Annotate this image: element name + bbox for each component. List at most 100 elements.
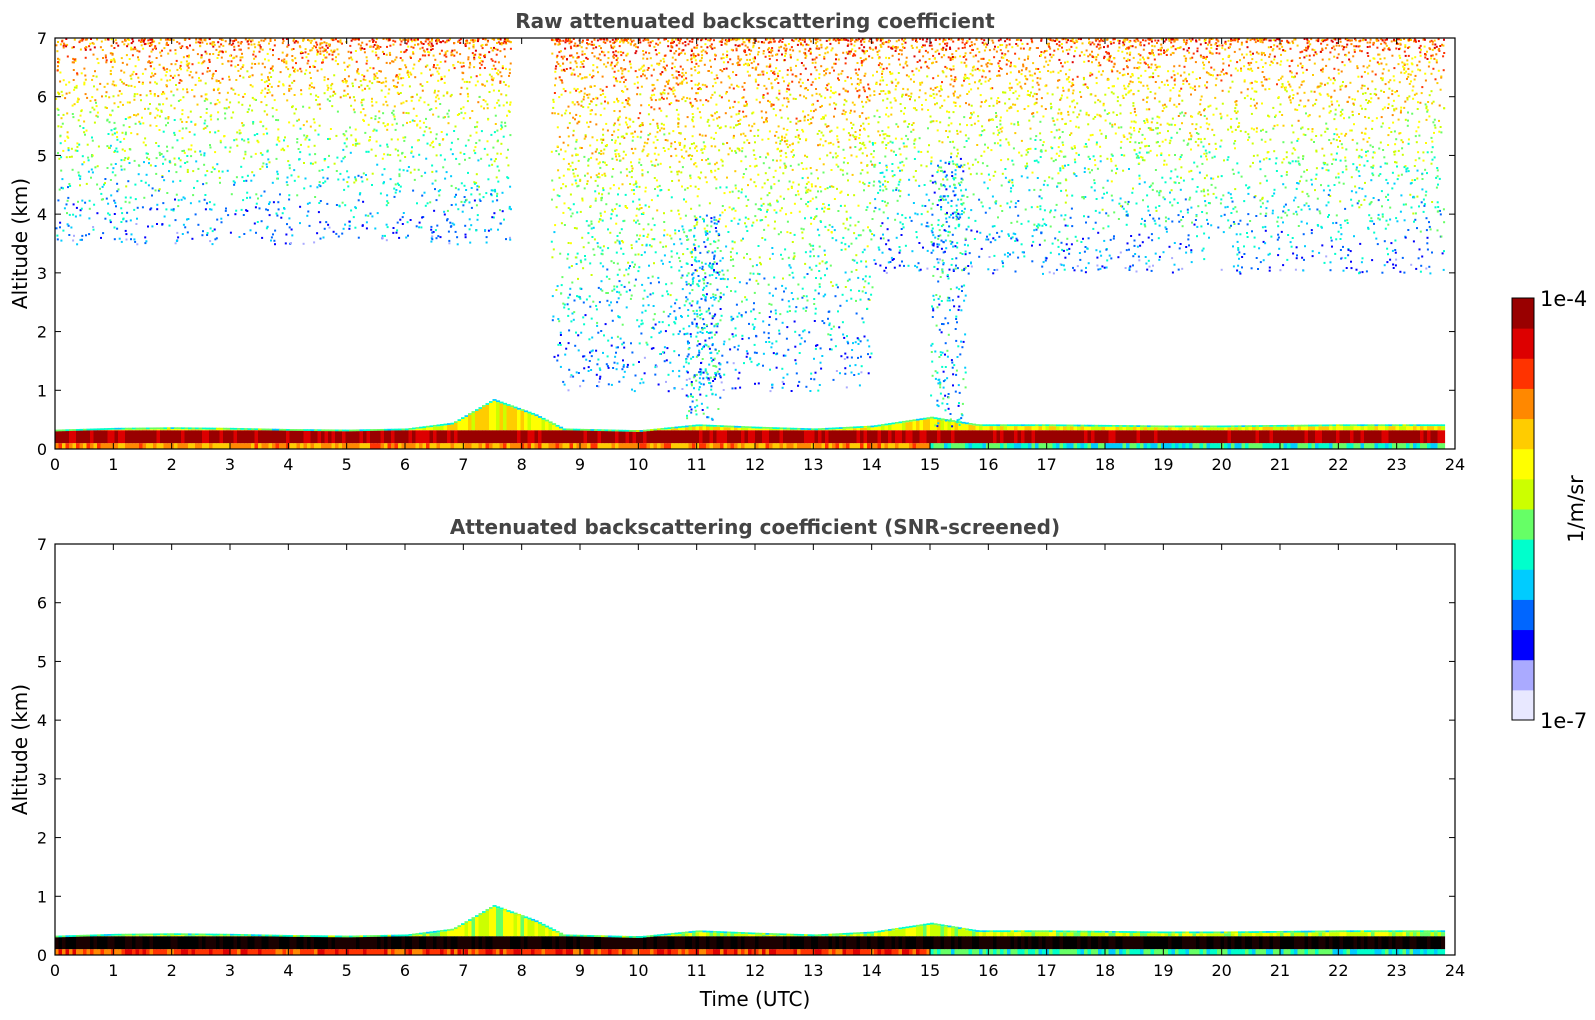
signal-pixel [645,244,648,247]
signal-pixel [815,196,818,199]
signal-pixel [580,46,583,49]
boundary-layer-cell [492,430,497,444]
boundary-layer-cell [902,422,907,431]
boundary-layer-cell [1035,426,1040,431]
boundary-layer-cell [730,430,735,444]
boundary-layer-cell [902,420,907,423]
signal-pixel [486,80,489,83]
boundary-layer-cell [1038,426,1043,431]
signal-pixel [475,131,478,134]
signal-pixel [772,159,775,162]
signal-pixel [313,38,316,41]
boundary-layer-cell [184,430,189,444]
signal-pixel [76,149,79,152]
signal-pixel [728,206,731,209]
boundary-layer-cell [1045,424,1050,427]
boundary-layer-cell [548,421,553,424]
signal-pixel [130,42,133,45]
signal-pixel [64,139,67,142]
boundary-layer-cell [422,430,427,444]
signal-pixel [239,74,242,77]
signal-pixel [814,185,817,188]
signal-pixel [620,54,623,57]
boundary-layer-cell [681,443,686,449]
signal-pixel [443,213,446,216]
signal-pixel [650,347,653,350]
signal-pixel [96,111,99,114]
signal-pixel [456,243,459,246]
signal-pixel [224,209,227,212]
boundary-layer-cell [629,430,634,444]
signal-pixel [789,266,792,269]
boundary-layer-cell [191,443,196,449]
signal-pixel [866,50,868,52]
signal-pixel [244,150,247,153]
boundary-layer-cell [1140,430,1145,444]
signal-pixel [210,208,213,211]
boundary-layer-cell [107,443,112,449]
signal-pixel [203,198,206,201]
signal-pixel [447,115,450,118]
signal-pixel [647,153,650,156]
boundary-layer-cell [471,411,476,413]
signal-pixel [747,217,750,220]
boundary-layer-cell [678,430,683,444]
boundary-layer-cell [93,430,98,444]
signal-pixel [144,181,147,184]
signal-pixel [288,167,291,170]
signal-pixel [679,260,682,263]
signal-pixel [584,255,586,257]
signal-pixel [822,171,825,174]
signal-pixel [787,100,790,103]
signal-pixel [620,76,623,79]
signal-pixel [626,88,629,91]
boundary-layer-cell [860,430,865,444]
boundary-layer-cell [513,430,518,444]
signal-pixel [401,216,404,219]
signal-pixel [660,127,663,130]
signal-pixel [130,77,133,80]
signal-pixel [219,81,222,84]
signal-pixel [425,126,428,128]
boundary-layer-cell [982,430,987,444]
signal-pixel [503,38,506,40]
signal-pixel [606,365,609,368]
signal-pixel [654,364,657,367]
signal-pixel [445,171,448,174]
signal-pixel [355,139,357,142]
boundary-layer-cell [468,443,473,449]
boundary-layer-cell [527,413,532,431]
signal-pixel [376,44,379,47]
boundary-layer-cell [849,443,854,449]
boundary-layer-cell [167,430,172,444]
boundary-layer-cell [874,425,879,427]
signal-pixel [490,133,493,136]
signal-pixel [56,234,59,237]
signal-pixel [113,213,116,215]
signal-pixel [382,81,385,84]
signal-pixel [57,114,60,116]
signal-pixel [800,227,803,230]
signal-pixel [400,102,403,105]
signal-pixel [606,129,609,132]
signal-pixel [869,202,872,205]
signal-pixel [737,101,740,104]
signal-pixel [95,75,98,78]
signal-pixel [319,52,322,55]
boundary-layer-cell [944,420,949,431]
signal-pixel [135,223,138,225]
boundary-layer-cell [1276,430,1281,444]
signal-pixel [288,121,291,124]
boundary-layer-cell [450,424,455,431]
signal-pixel [286,223,288,226]
signal-pixel [335,134,338,137]
boundary-layer-cell [702,424,707,427]
signal-pixel [398,68,401,70]
signal-pixel [233,45,236,48]
signal-pixel [291,234,294,237]
signal-pixel [208,61,211,63]
boundary-layer-cell [933,417,938,420]
signal-pixel [153,67,156,70]
signal-pixel [725,186,728,189]
signal-pixel [160,93,163,96]
